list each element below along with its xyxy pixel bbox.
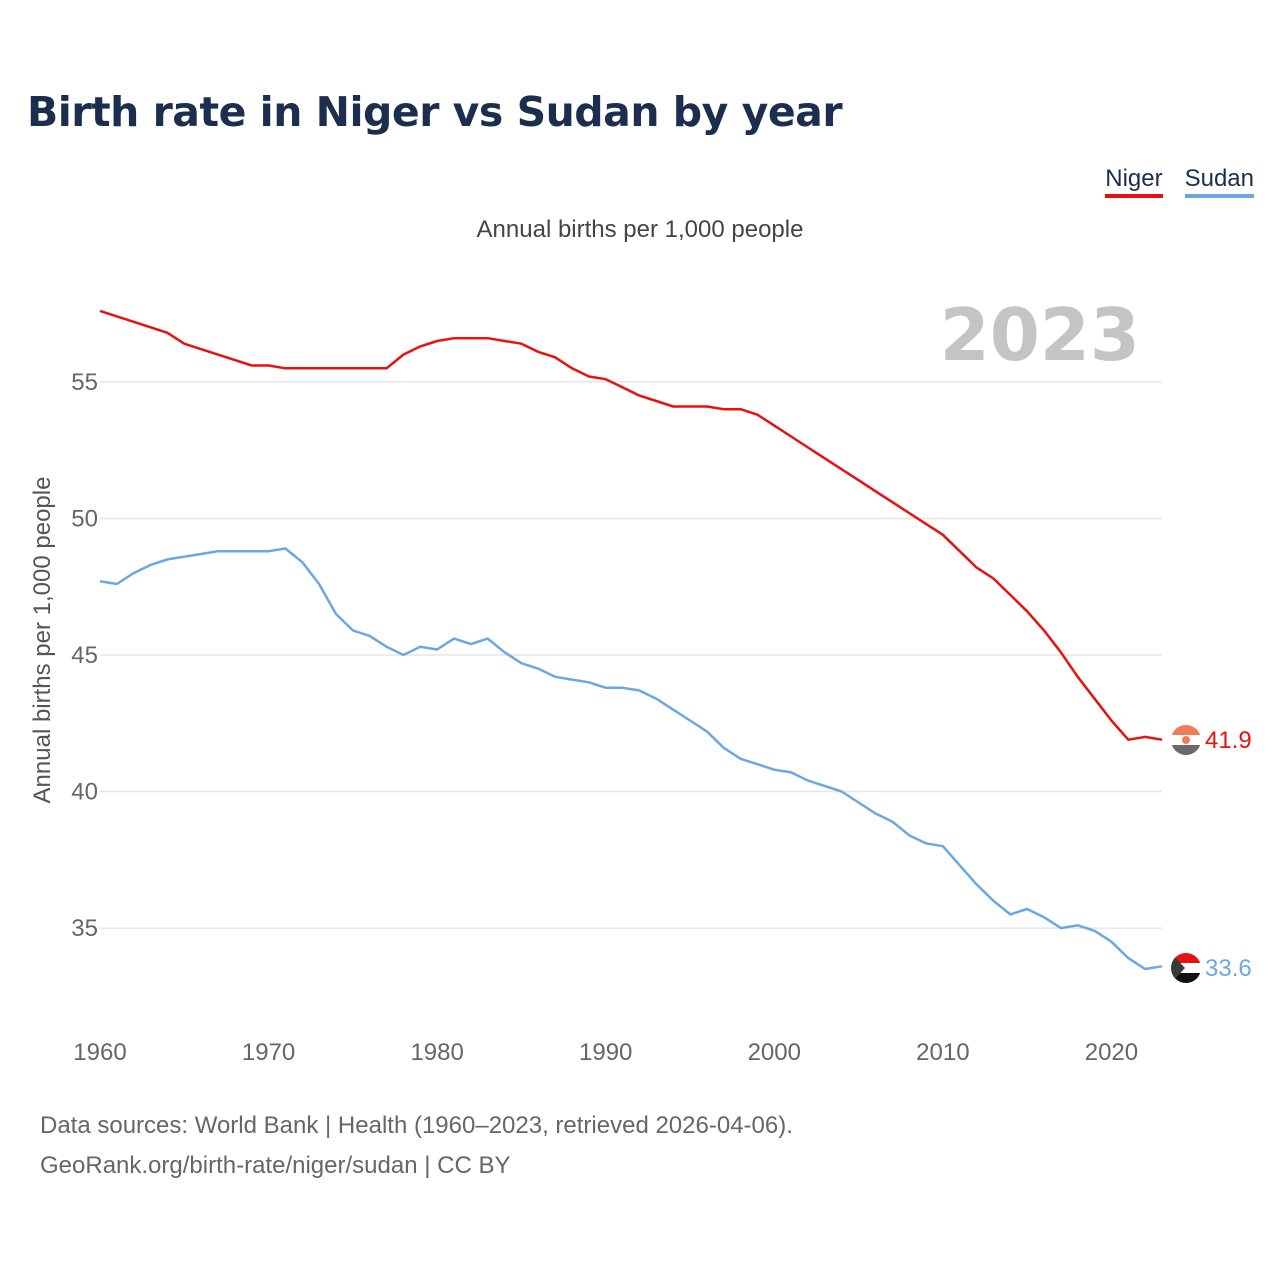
y-tick-label-50: 50 bbox=[71, 505, 98, 532]
sudan-flag-icon bbox=[1171, 953, 1201, 983]
legend: Niger Sudan bbox=[1105, 166, 1254, 198]
x-tick-label-2000: 2000 bbox=[748, 1039, 801, 1066]
legend-item-niger[interactable]: Niger bbox=[1105, 166, 1163, 198]
x-tick-label-1960: 1960 bbox=[73, 1039, 126, 1066]
source-link-text[interactable]: GeoRank.org/birth-rate/niger/sudan | CC … bbox=[40, 1152, 511, 1179]
year-watermark: 2023 bbox=[940, 293, 1140, 377]
niger-end-value-label: 41.9 bbox=[1205, 727, 1252, 754]
x-tick-label-1970: 1970 bbox=[242, 1039, 295, 1066]
y-tick-label-35: 35 bbox=[71, 915, 98, 942]
x-tick-label-1990: 1990 bbox=[579, 1039, 632, 1066]
chart-subtitle: Annual births per 1,000 people bbox=[476, 216, 804, 243]
x-tick-label-2020: 2020 bbox=[1085, 1039, 1138, 1066]
x-tick-label-1980: 1980 bbox=[410, 1039, 463, 1066]
data-source-text: Data sources: World Bank | Health (1960–… bbox=[40, 1112, 793, 1139]
y-tick-label-55: 55 bbox=[71, 369, 98, 396]
y-axis-label: Annual births per 1,000 people bbox=[29, 477, 56, 804]
y-tick-label-45: 45 bbox=[71, 642, 98, 669]
y-tick-label-40: 40 bbox=[71, 779, 98, 806]
chart-title: Birth rate in Niger vs Sudan by year bbox=[27, 88, 843, 136]
sudan-end-value-label: 33.6 bbox=[1205, 955, 1252, 982]
x-tick-label-2010: 2010 bbox=[916, 1039, 969, 1066]
niger-flag-icon bbox=[1171, 725, 1201, 755]
series-line-sudan[interactable] bbox=[99, 547, 1163, 971]
legend-item-sudan[interactable]: Sudan bbox=[1184, 166, 1254, 198]
footer: Data sources: World Bank | Health (1960–… bbox=[40, 1106, 793, 1186]
series-line-niger[interactable] bbox=[99, 309, 1163, 741]
